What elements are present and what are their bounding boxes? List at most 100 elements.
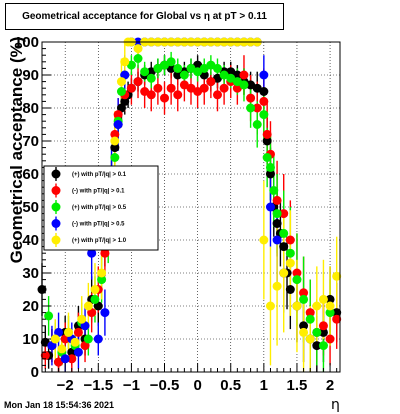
data-point [133, 54, 143, 63]
data-point [100, 308, 110, 318]
data-point [100, 248, 110, 258]
data-point [116, 87, 126, 96]
data-point [318, 341, 328, 351]
x-tick-label: −1 [123, 377, 140, 394]
data-point [285, 258, 295, 268]
data-point [279, 209, 289, 219]
data-point [292, 275, 302, 285]
data-point [87, 248, 97, 258]
axes: −2 −1.5 −1 −0.5 0 0.5 1 1.5 20102030405060708090… [14, 34, 338, 394]
data-point [140, 67, 150, 77]
y-tick-label: 30 [22, 265, 39, 282]
data-point [166, 83, 176, 93]
x-tick-label: 1 [260, 377, 268, 394]
data-point [332, 271, 342, 281]
y-tick-label: 20 [22, 298, 39, 315]
data-point [70, 337, 80, 347]
y-tick-label: 40 [22, 232, 39, 249]
data-point [212, 63, 222, 73]
data-point [219, 83, 229, 93]
data-point [246, 103, 256, 113]
data-point [110, 129, 120, 139]
data-point [73, 327, 83, 337]
legend-box [43, 165, 159, 251]
data-point [318, 327, 328, 337]
x-tick-label: −2 [57, 377, 74, 394]
data-point [133, 77, 143, 87]
data-point [110, 143, 120, 153]
data-point [285, 235, 295, 245]
data-point [285, 285, 295, 294]
data-point [312, 301, 322, 311]
data-point [332, 314, 342, 324]
data-point [50, 334, 60, 344]
y-tick-label: 60 [22, 166, 39, 183]
data-point [305, 314, 315, 324]
data-point [299, 321, 309, 331]
data-point [269, 186, 279, 195]
x-tick-label: 1.5 [287, 377, 308, 394]
x-tick-label: 0.5 [220, 377, 241, 394]
data-point [40, 351, 50, 360]
data-point [146, 90, 156, 100]
data-point [113, 110, 123, 120]
data-point [120, 57, 130, 67]
legend-label: (+) with pT/|q| > 1.0 [72, 238, 127, 244]
data-point [113, 120, 123, 129]
legend-label: (+) with pT/|q| > 0.1 [72, 172, 127, 178]
data-point [312, 327, 322, 337]
y-tick-label: 70 [22, 133, 39, 150]
data-point [63, 327, 73, 337]
data-point [259, 235, 269, 245]
legend-label: (-) with pT/|q| > 0.1 [72, 189, 125, 195]
data-point [259, 87, 269, 96]
data-point [83, 334, 93, 344]
data-point [292, 301, 302, 311]
data-point [299, 288, 309, 298]
data-point [44, 311, 54, 321]
data-point [110, 153, 120, 162]
data-point [318, 321, 328, 331]
data-point [262, 129, 272, 139]
data-point [259, 110, 269, 120]
data-point [90, 285, 100, 294]
data-point [97, 268, 107, 278]
data-point [153, 83, 163, 93]
data-point [110, 136, 120, 146]
data-point [246, 93, 256, 103]
data-point [57, 344, 67, 354]
y-tick-label: 100 [14, 34, 39, 51]
x-tick-label: −1.5 [83, 377, 113, 394]
data-point [272, 281, 282, 291]
data-point [252, 103, 262, 113]
y-tick-label: 80 [22, 100, 39, 117]
data-point [160, 93, 170, 103]
data-point [93, 334, 103, 344]
data-point [272, 209, 282, 219]
data-point [73, 347, 83, 357]
y-tick-label: 90 [22, 67, 39, 84]
legend: (+) with pT/|q| > 0.1 (-) with pT/|q| > 0… [43, 165, 159, 251]
data-point [252, 120, 262, 129]
y-tick-label: 10 [22, 331, 39, 348]
data-point [292, 268, 302, 278]
data-point [90, 294, 100, 304]
data-point [173, 63, 183, 73]
data-point [325, 301, 335, 311]
data-point [126, 83, 136, 93]
timestamp: Mon Jan 18 15:54:36 2021 [4, 400, 115, 410]
data-point [265, 202, 275, 212]
data-point [325, 294, 335, 304]
data-point [265, 169, 275, 179]
data-point [299, 327, 309, 337]
data-point [146, 73, 156, 83]
data-point [265, 301, 275, 311]
data-point [116, 77, 126, 87]
data-point [312, 341, 322, 351]
data-point [279, 228, 289, 238]
data-point [325, 308, 335, 318]
data-point [173, 90, 183, 100]
data-point [272, 219, 282, 228]
data-point [259, 70, 269, 80]
